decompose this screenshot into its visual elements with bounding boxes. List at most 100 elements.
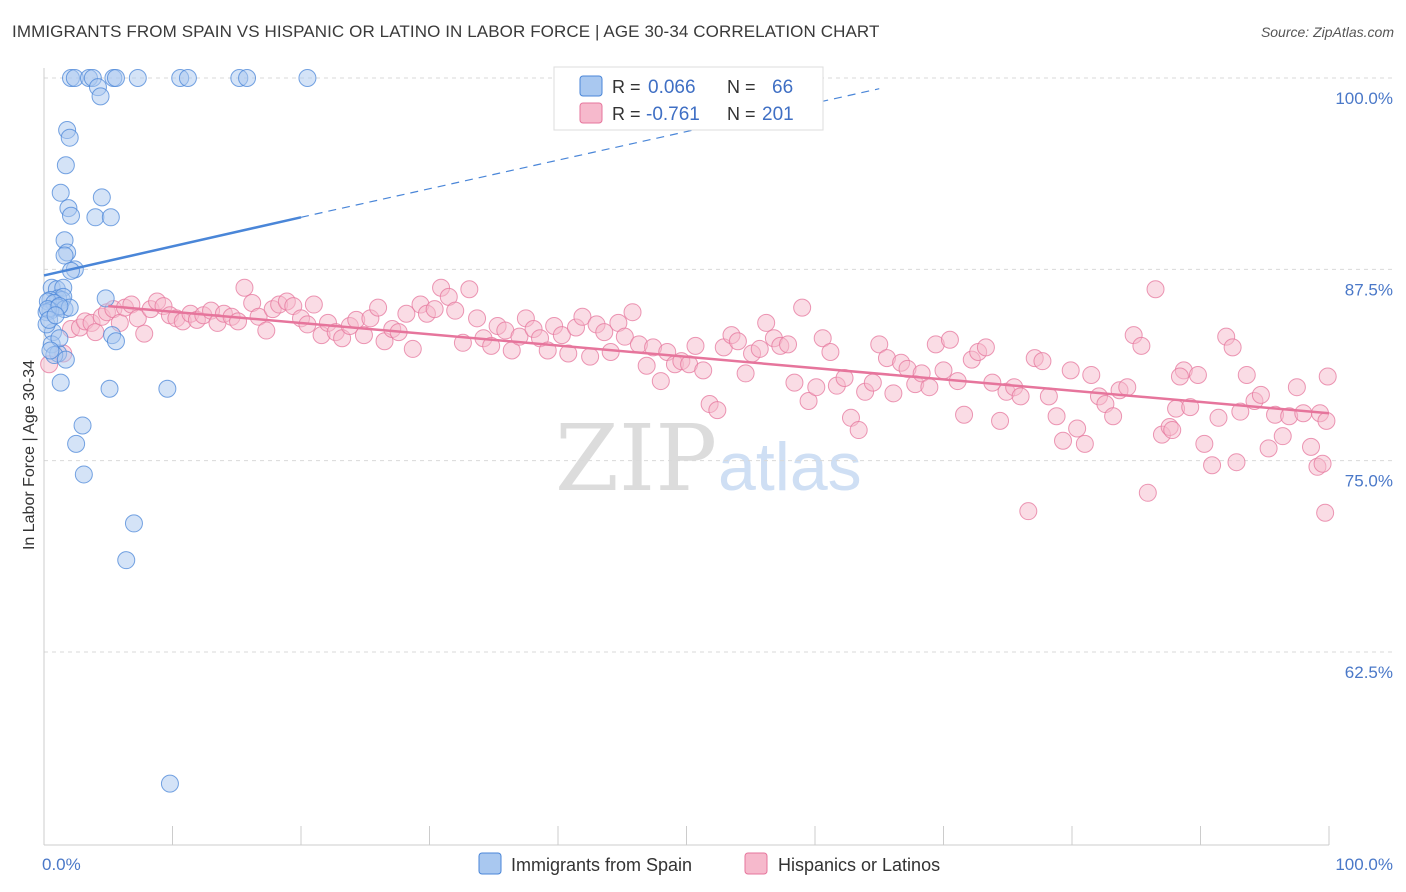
spain-point (61, 206, 80, 225)
hispanic-point (940, 330, 959, 349)
hispanic-point (807, 378, 826, 397)
hispanic-point (304, 295, 323, 314)
hispanic-point (1181, 398, 1200, 417)
hispanic-point (1146, 280, 1165, 299)
hispanic-point (1251, 385, 1270, 404)
spain-point (41, 341, 60, 360)
hispanic-point (1082, 365, 1101, 384)
legend-n-value-1: 66 (772, 77, 793, 98)
hispanic-point (581, 347, 600, 366)
hispanic-point (1118, 378, 1137, 397)
hispanic-point (1287, 378, 1306, 397)
bottom-legend-label-spain: Immigrants from Spain (511, 855, 692, 875)
hispanic-point (991, 411, 1010, 430)
hispanic-point (1138, 483, 1157, 502)
hispanic-point (1054, 431, 1073, 450)
hispanic-point (1170, 367, 1189, 386)
watermark-atlas: atlas (718, 429, 862, 505)
series-legend: Immigrants from Spain Hispanics or Latin… (478, 852, 940, 875)
spain-point (124, 514, 143, 533)
hispanic-point (1294, 404, 1313, 423)
hispanic-point (1075, 434, 1094, 453)
y-tick-label: 62.5% (1345, 663, 1393, 682)
spain-point (128, 69, 147, 87)
legend-swatch-blue (579, 75, 603, 97)
hispanic-point (257, 321, 276, 340)
hispanic-point (1033, 352, 1052, 371)
axes (43, 68, 1330, 846)
hispanic-point (573, 307, 592, 326)
hispanic-point (229, 312, 248, 331)
hispanic-point (397, 304, 416, 323)
hispanic-point (976, 338, 995, 357)
hispanic-point (1019, 502, 1038, 521)
hispanic-point (1237, 365, 1256, 384)
hispanic-point (1227, 453, 1246, 472)
spain-point (101, 208, 120, 227)
hispanic-point (86, 323, 105, 342)
spain-point (178, 69, 197, 87)
y-tick-label: 87.5% (1345, 280, 1393, 299)
hispanic-point (1203, 456, 1222, 475)
bottom-legend-swatch-spain (478, 852, 502, 875)
hispanic-point (757, 313, 776, 332)
hispanic-point (425, 300, 444, 319)
hispanic-point (468, 309, 487, 328)
hispanic-point (1313, 454, 1332, 473)
legend-r-value-2: -0.761 (646, 104, 700, 125)
hispanic-point (728, 332, 747, 351)
hispanic-point (1039, 387, 1058, 406)
hispanic-point (637, 356, 656, 375)
spain-point (74, 465, 93, 484)
x-tick-label: 100.0% (1335, 855, 1393, 874)
hispanic-point (884, 384, 903, 403)
hispanic-point (552, 326, 571, 345)
y-axis-label: In Labor Force | Age 30-34 (21, 360, 38, 550)
legend-n-label-2: N = (727, 104, 756, 124)
legend-n-value-2: 201 (762, 104, 794, 125)
bottom-legend-swatch-hispanic (744, 852, 768, 875)
spain-point (238, 69, 257, 87)
spain-point (73, 416, 92, 435)
hispanic-point (249, 307, 268, 326)
hispanic-point (595, 323, 614, 342)
spain-point (106, 69, 125, 87)
legend-r-label-2: R = (612, 104, 641, 124)
spain-point (298, 69, 317, 87)
watermark: ZIP atlas (555, 405, 862, 512)
hispanic-point (779, 335, 798, 354)
hispanic-trend-line (108, 304, 1330, 415)
spain-point (51, 373, 70, 392)
spain-point (106, 332, 125, 351)
watermark-zip: ZIP (555, 405, 717, 512)
spain-point (158, 379, 177, 398)
hispanic-point (403, 339, 422, 358)
spain-point (96, 289, 115, 308)
spain-point (100, 379, 119, 398)
spain-point (56, 350, 75, 369)
hispanic-point (1195, 434, 1214, 453)
hispanic-point (1223, 338, 1242, 357)
spain-trend-line (43, 216, 302, 277)
hispanic-point (1231, 402, 1250, 421)
y-tick-label: 75.0% (1345, 472, 1393, 491)
spain-point (67, 434, 86, 453)
hispanic-point (369, 298, 388, 317)
chart-source: Source: ZipAtlas.com (1260, 24, 1394, 40)
spain-point (50, 329, 69, 348)
hispanic-point (1163, 421, 1182, 440)
hispanic-point (1273, 427, 1292, 446)
hispanic-point (1302, 437, 1321, 456)
hispanic-point (736, 364, 755, 383)
hispanic-point (1317, 411, 1336, 430)
legend-r-value-1: 0.066 (648, 77, 696, 98)
hispanic-point (785, 373, 804, 392)
hispanic-point (694, 361, 713, 380)
hispanic-point (1316, 503, 1335, 522)
hispanic-point (686, 336, 705, 355)
spain-point (56, 156, 75, 175)
chart-title: IMMIGRANTS FROM SPAIN VS HISPANIC OR LAT… (12, 22, 880, 41)
hispanic-point (870, 335, 889, 354)
hispanic-point (813, 329, 832, 348)
